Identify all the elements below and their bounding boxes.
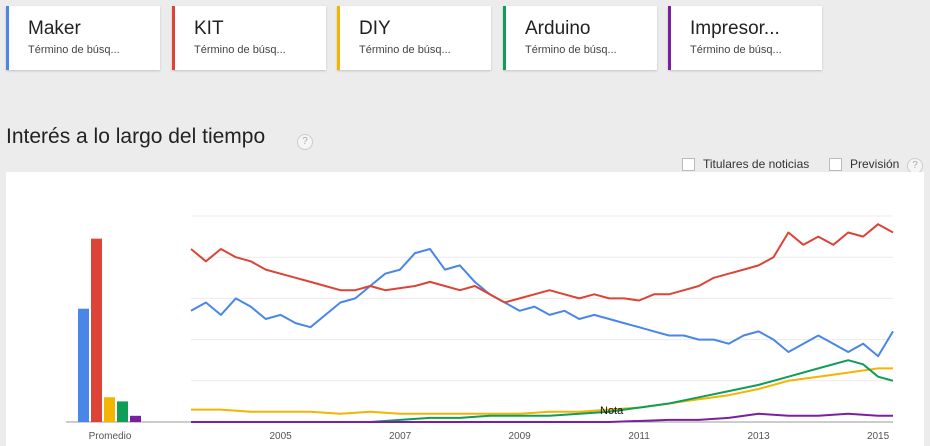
term-type: Término de búsq... [194,44,286,56]
series-line-0 [190,248,894,358]
help-icon[interactable]: ? [297,134,313,150]
term-name: Impresor... [690,18,780,39]
news-headlines-label: Titulares de noticias [703,157,810,171]
term-card-0[interactable]: Maker Término de búsq... [6,6,160,70]
checkbox-icon[interactable] [682,157,695,171]
term-name: DIY [359,18,391,39]
average-bar [117,401,128,422]
series-line-2 [191,367,893,415]
term-type: Término de búsq... [690,44,782,56]
term-type: Término de búsq... [28,44,120,56]
term-card-3[interactable]: Arduino Término de búsq... [503,6,657,70]
average-label: Promedio [89,431,132,442]
average-bar [130,415,141,422]
term-type: Término de búsq... [525,44,617,56]
x-tick-label: 2013 [747,431,770,442]
term-name: KIT [194,18,224,39]
chart-canvas: Promedio 2005 2007 2009 2011 2013 2015 Nota [66,215,894,442]
x-tick-label: 2011 [628,431,650,442]
average-bar [78,308,89,422]
annotation-note: Nota [600,405,624,417]
term-color-bar [503,6,506,70]
term-color-bar [337,6,340,70]
term-color-bar [6,6,9,70]
term-type: Término de búsq... [359,44,451,56]
term-card-1[interactable]: KIT Término de búsq... [172,6,326,70]
x-tick-label: 2005 [269,431,292,442]
term-name: Maker [28,18,81,39]
term-color-bar [172,6,175,70]
x-tick-label: 2007 [389,431,412,442]
series-line-3 [191,359,894,423]
term-color-bar [668,6,671,70]
term-card-2[interactable]: DIY Término de búsq... [337,6,491,70]
average-bar [104,397,115,422]
average-bar [91,238,102,422]
term-name: Arduino [525,18,591,39]
x-tick-label: 2015 [867,431,890,442]
x-tick-label: 2009 [508,431,531,442]
series-line-1 [190,223,894,304]
series-line-4 [191,412,893,423]
checkbox-icon[interactable] [829,157,842,171]
forecast-label: Previsión [850,157,900,171]
interest-over-time-chart: Promedio 2005 2007 2009 2011 2013 2015 Nota [6,172,924,446]
forecast-toggle[interactable]: Previsión [829,157,899,171]
page-title: Interés a lo largo del tiempo [6,125,266,148]
term-card-4[interactable]: Impresor... Término de búsq... [668,6,822,70]
news-headlines-toggle[interactable]: Titulares de noticias [682,157,809,171]
